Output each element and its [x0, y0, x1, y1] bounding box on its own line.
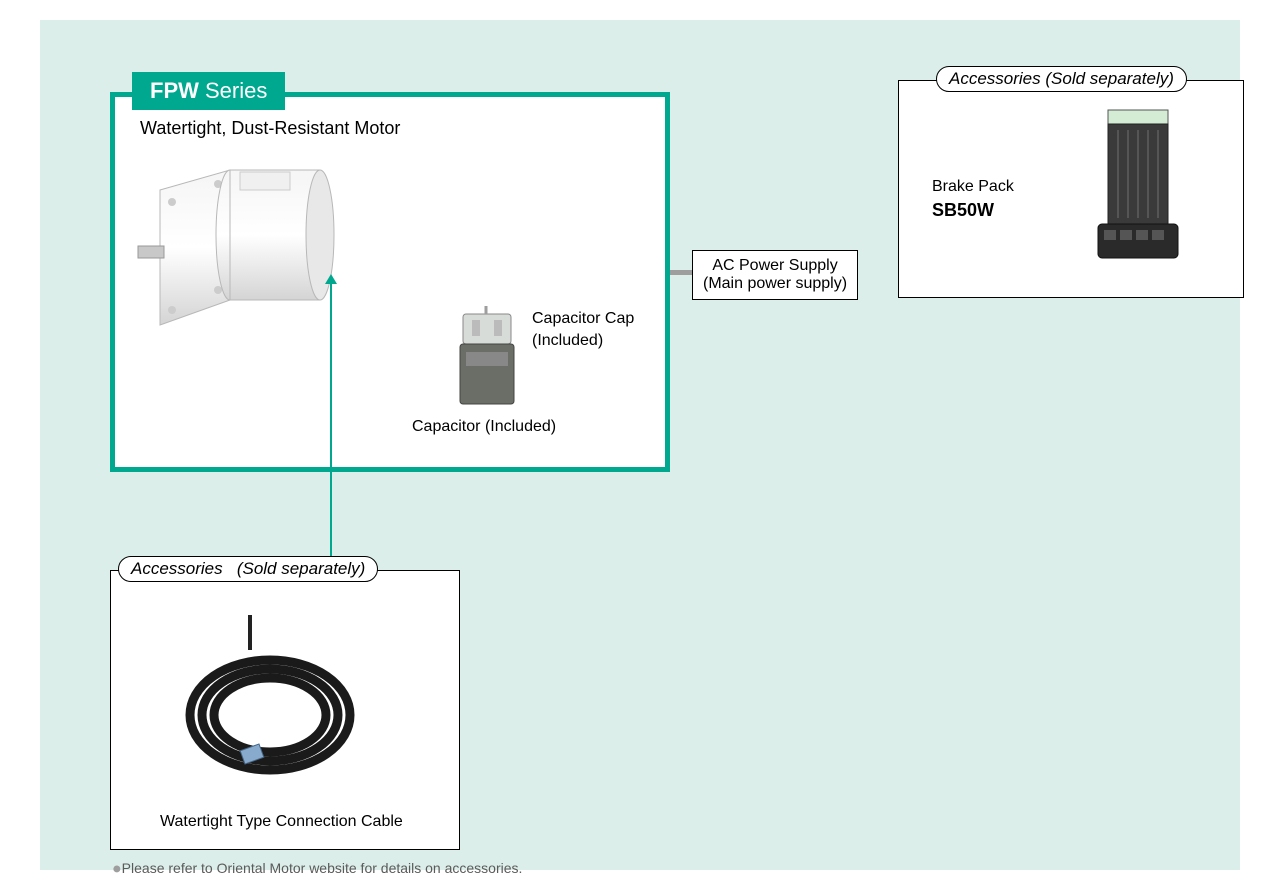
accessories-label-left: Accessories (Sold separately): [118, 556, 378, 582]
brake-pack-illustration: [1078, 100, 1198, 270]
bullet-icon: ●: [112, 860, 122, 877]
cable-illustration: [150, 595, 380, 795]
footnote: ●Please refer to Oriental Motor website …: [112, 860, 522, 878]
capacitor-word: Capacitor: [412, 418, 480, 435]
motor-title: Watertight, Dust-Resistant Motor: [140, 118, 400, 139]
capacitor-illustration: [448, 306, 523, 416]
fpw-tab-rest: Series: [199, 78, 267, 103]
brake-pack-model: SB50W: [932, 200, 994, 221]
power-line1: AC Power Supply: [703, 257, 847, 275]
capacitor-included: (Included): [485, 418, 556, 435]
cable-label: Watertight Type Connection Cable: [160, 813, 403, 831]
footnote-text: Please refer to Oriental Motor website f…: [122, 860, 523, 876]
sold-sep-left: (Sold separately): [237, 559, 366, 578]
capacitor-cap-label: Capacitor Cap: [532, 310, 634, 328]
capacitor-cap-included: (Included): [532, 332, 603, 350]
brake-pack-label: Brake Pack: [932, 178, 1014, 196]
diagram-canvas: FPW Series Watertight, Dust-Resistant Mo…: [40, 20, 1240, 870]
power-line2: (Main power supply): [703, 275, 847, 293]
motor-illustration: [130, 150, 350, 350]
ac-power-supply-box: AC Power Supply (Main power supply): [692, 250, 858, 300]
fpw-series-tab: FPW Series: [132, 72, 285, 110]
acc-word-left: Accessories: [131, 559, 223, 578]
accessories-label-right: Accessories (Sold separately): [936, 66, 1187, 92]
acc-word-right: Accessories: [949, 69, 1041, 88]
sold-sep-right: (Sold separately): [1045, 69, 1174, 88]
capacitor-label: Capacitor (Included): [412, 418, 556, 436]
fpw-tab-bold: FPW: [150, 78, 199, 103]
arrow-head-icon: [325, 274, 337, 284]
